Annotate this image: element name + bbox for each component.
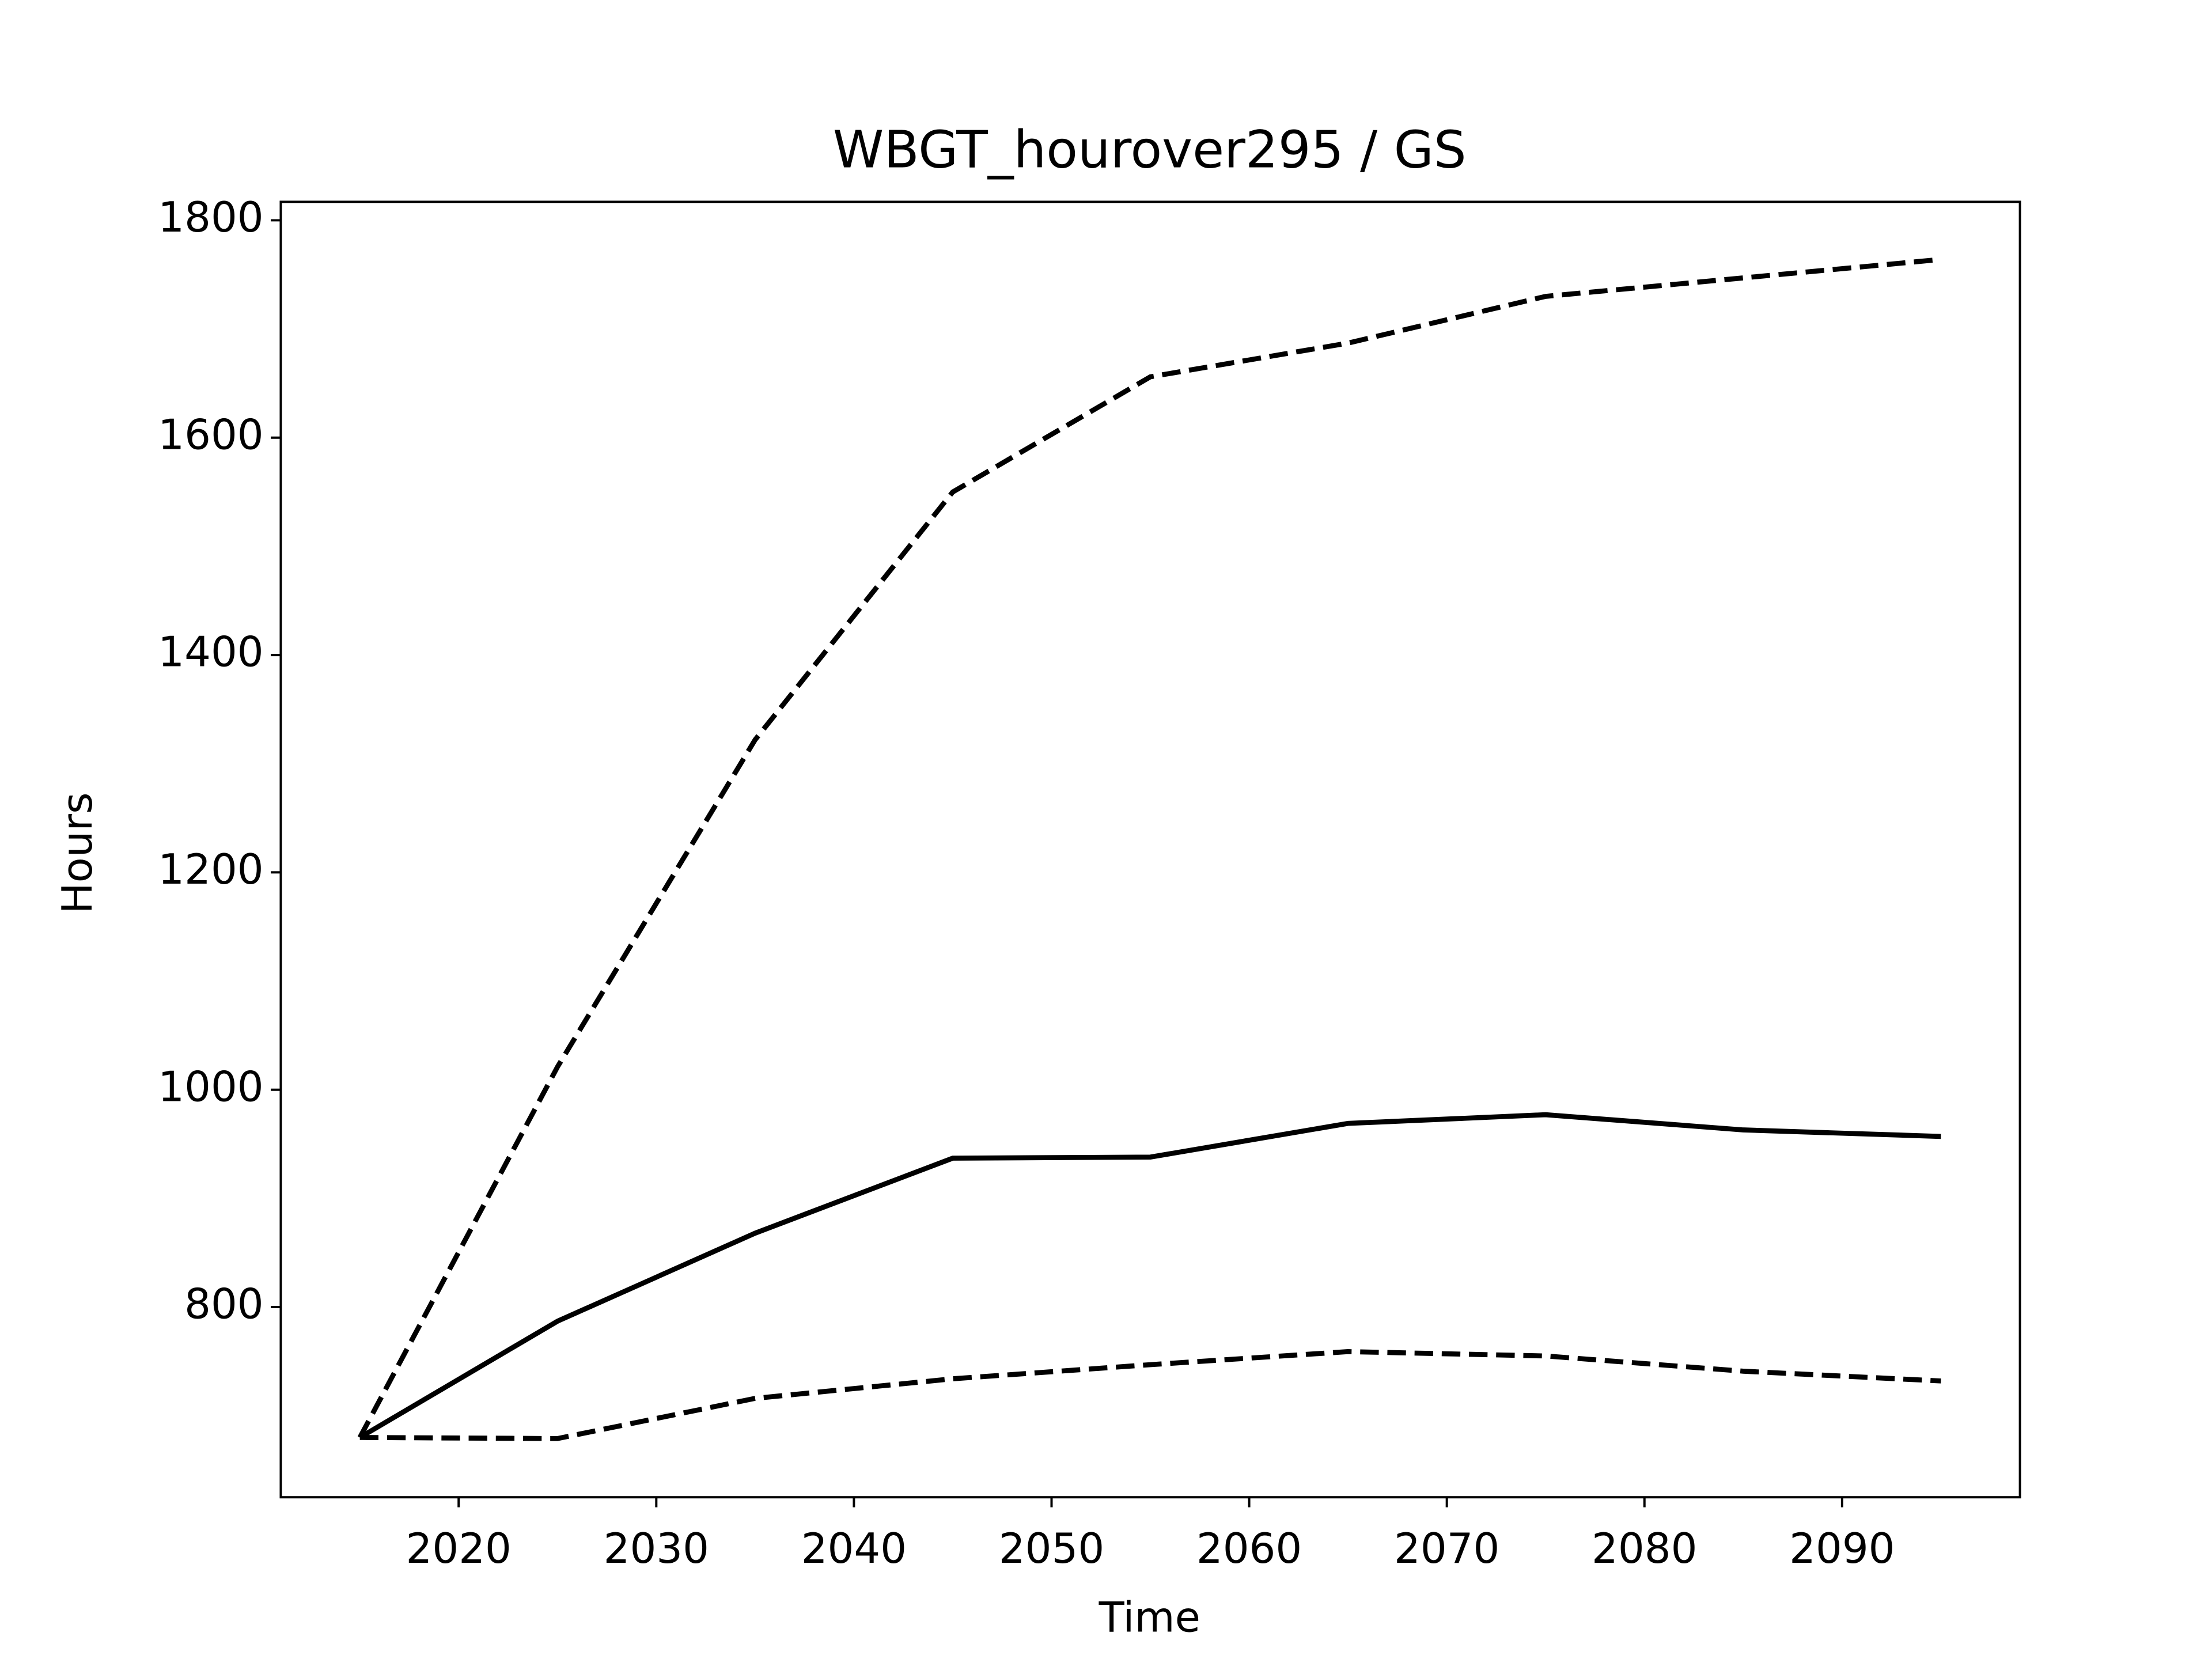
- x-tick-label: 2080: [1592, 1524, 1697, 1573]
- x-tick-label: 2050: [999, 1524, 1104, 1573]
- line: [359, 1349, 1941, 1441]
- y-tick-label: 800: [184, 1280, 264, 1328]
- y-tick-label: 1200: [158, 845, 263, 893]
- y-tick-label: 1400: [158, 628, 263, 676]
- y-tick-label: 1600: [158, 410, 263, 459]
- line: [358, 1112, 1941, 1440]
- x-tick-label: 2030: [604, 1524, 709, 1573]
- x-axis-label: Time: [1099, 1593, 1200, 1641]
- x-tick-label: 2060: [1196, 1524, 1302, 1573]
- y-axis-label: Hours: [53, 792, 101, 914]
- plot-frame: [279, 200, 2021, 1499]
- y-tick-label: 1000: [158, 1062, 263, 1111]
- x-tick-label: 2020: [406, 1524, 512, 1573]
- x-tick-label: 2070: [1394, 1524, 1499, 1573]
- x-tick-label: 2090: [1789, 1524, 1895, 1573]
- line: [357, 257, 1941, 1439]
- x-tick-label: 2040: [801, 1524, 907, 1573]
- chart-title: WBGT_hourover295 / GS: [833, 120, 1467, 180]
- y-tick-label: 1800: [158, 193, 263, 241]
